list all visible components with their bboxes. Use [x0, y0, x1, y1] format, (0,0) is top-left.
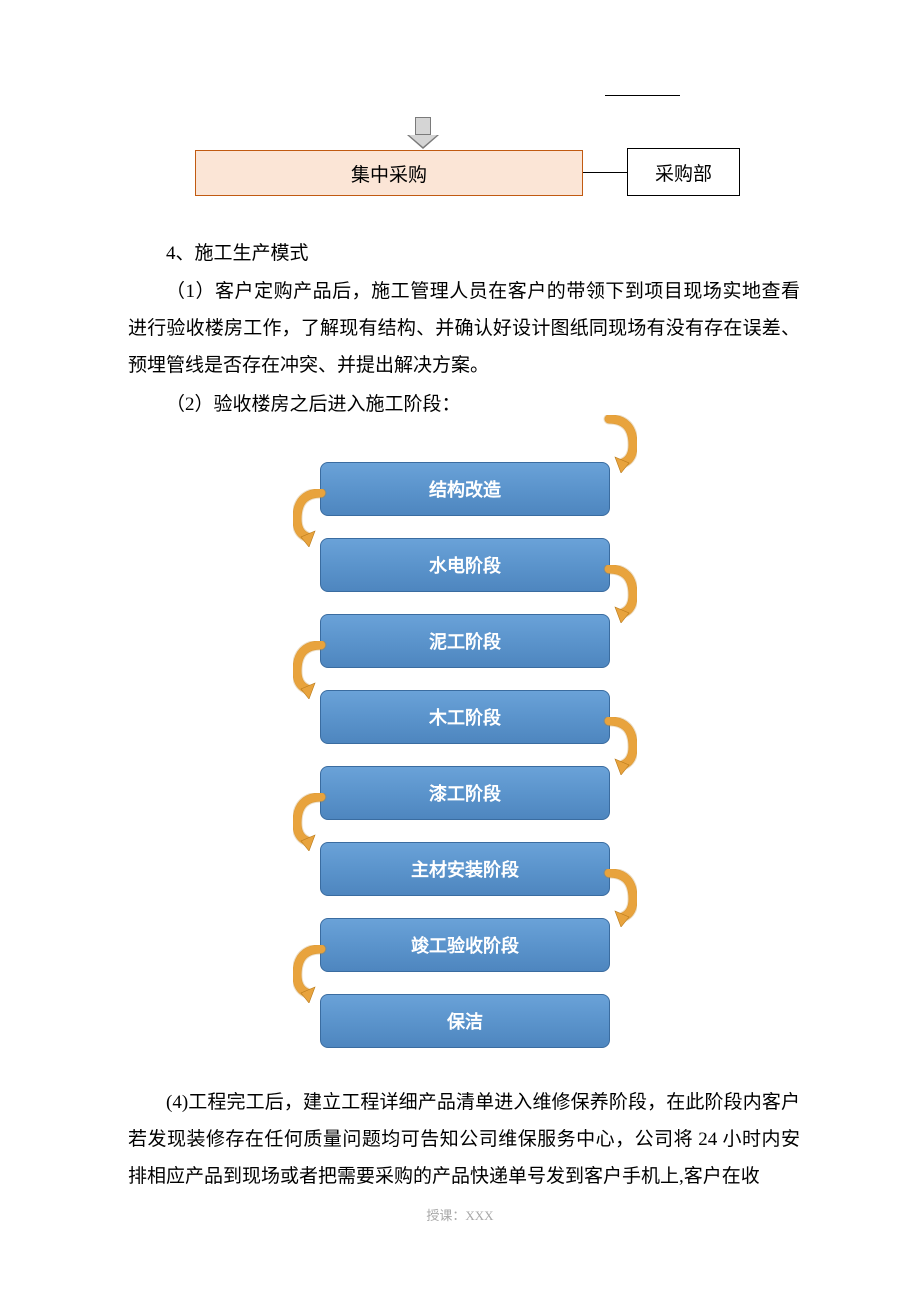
- flow-step-label: 泥工阶段: [429, 628, 501, 654]
- flow-arrow-icon: [603, 717, 637, 775]
- flow-step: 漆工阶段: [320, 766, 610, 820]
- flow-arrow-icon: [293, 945, 327, 1003]
- connector-line: [583, 172, 627, 173]
- heading-4: 4、施工生产模式: [128, 235, 800, 272]
- flow-arrow-icon: [293, 641, 327, 699]
- paragraph-1: （1）客户定购产品后，施工管理人员在客户的带领下到项目现场实地查看进行验收楼房工…: [128, 273, 800, 384]
- construction-flowchart: 结构改造水电阶段泥工阶段木工阶段漆工阶段主材安装阶段竣工验收阶段保洁: [285, 462, 645, 1070]
- flow-step: 竣工验收阶段: [320, 918, 610, 972]
- flow-step: 水电阶段: [320, 538, 610, 592]
- paragraph-4: (4)工程完工后，建立工程详细产品清单进入维修保养阶段，在此阶段内客户若发现装修…: [128, 1084, 800, 1195]
- flow-arrow-icon: [603, 415, 637, 473]
- flow-step: 泥工阶段: [320, 614, 610, 668]
- flow-step: 主材安装阶段: [320, 842, 610, 896]
- flow-step-label: 竣工验收阶段: [411, 932, 519, 958]
- procurement-dept-box: 采购部: [627, 148, 740, 196]
- flow-step: 木工阶段: [320, 690, 610, 744]
- procurement-main-label: 集中采购: [351, 160, 427, 187]
- flow-step: 结构改造: [320, 462, 610, 516]
- flow-arrow-icon: [293, 489, 327, 547]
- flow-step: 保洁: [320, 994, 610, 1048]
- procurement-main-box: 集中采购: [195, 150, 583, 196]
- top-stub-line: [605, 95, 680, 96]
- procurement-dept-label: 采购部: [655, 159, 712, 186]
- flow-step-label: 木工阶段: [429, 704, 501, 730]
- flow-step-label: 主材安装阶段: [411, 856, 519, 882]
- flow-arrow-icon: [293, 793, 327, 851]
- flow-step-label: 保洁: [447, 1008, 483, 1034]
- flow-step-label: 水电阶段: [429, 552, 501, 578]
- flow-step-label: 漆工阶段: [429, 780, 501, 806]
- paragraph-2: （2）验收楼房之后进入施工阶段：: [128, 386, 800, 423]
- down-arrow-icon: [407, 117, 439, 149]
- flow-arrow-icon: [603, 869, 637, 927]
- page-footer: 授课：XXX: [0, 1205, 920, 1224]
- flow-step-label: 结构改造: [429, 476, 501, 502]
- flow-arrow-icon: [603, 565, 637, 623]
